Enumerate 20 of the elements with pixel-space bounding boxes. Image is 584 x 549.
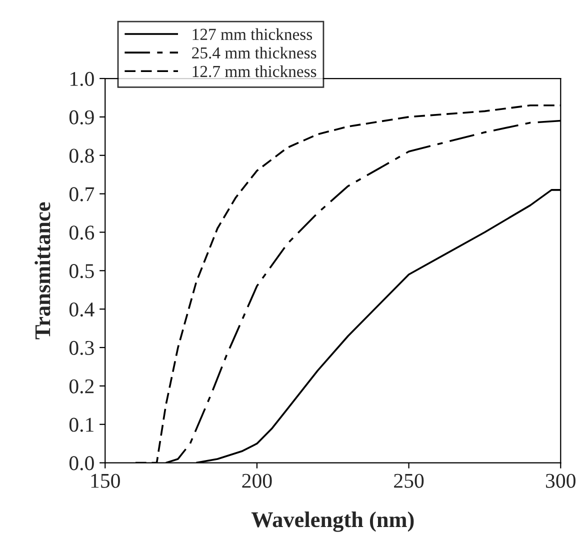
y-tick-label: 0.9 [69,110,94,124]
x-tick-label: 300 [546,474,576,488]
x-tick-label: 150 [91,474,120,488]
legend-label: 12.7 mm thickness [192,65,316,78]
legend-label: 127 mm thickness [192,28,312,40]
y-tick-label: 0.8 [69,148,94,163]
x-tick-label: 250 [394,474,424,488]
x-axis-title: Wavelength (nm) [251,512,414,532]
y-tick-label: 0.0 [69,456,94,470]
y-tick-label: 0.5 [69,264,94,278]
y-axis-title: Transmittance [34,202,50,340]
x-tick-label: 200 [242,474,272,488]
y-tick-label: 0.1 [69,418,94,432]
y-tick-label: 0.7 [69,187,94,202]
y-tick-label: 0.2 [69,379,94,394]
y-tick-label: 1.0 [70,72,94,86]
legend-label: 25.4 mm thickness [192,46,316,59]
y-tick-label: 0.4 [69,302,94,317]
y-tick-label: 0.6 [69,226,94,240]
y-tick-label: 0.3 [69,340,94,356]
